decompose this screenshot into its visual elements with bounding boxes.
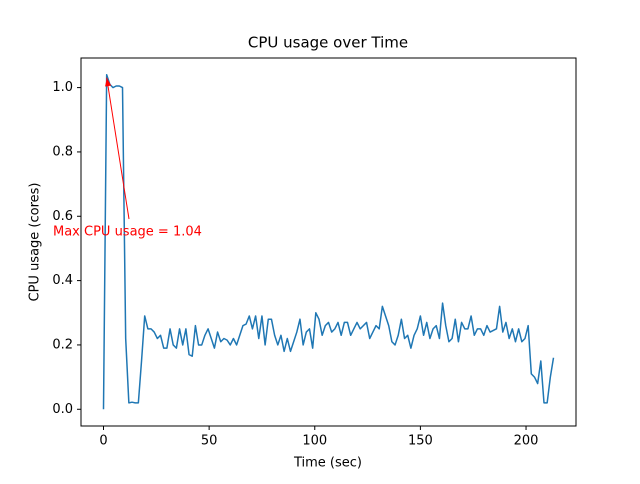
data-line [102,73,555,410]
x-tick-label: 200 [514,434,539,449]
annotation-text: Max CPU usage = 1.04 [53,225,202,240]
annotation-arrowhead [105,77,112,87]
x-tick-label: 150 [408,434,433,449]
x-axis-label: Time (sec) [293,456,362,471]
y-tick-label: 0.4 [52,273,73,288]
x-tick-label: 0 [99,434,107,449]
y-axis-label: CPU usage (cores) [28,183,43,302]
plot-frame [80,57,577,427]
y-tick-label: 0.0 [52,402,73,417]
x-tick-label: 100 [302,434,327,449]
chart-title: CPU usage over Time [248,34,408,52]
y-tick-label: 0.8 [52,144,73,159]
y-tick-label: 1.0 [52,80,73,95]
y-tick-label: 0.6 [52,209,73,224]
annotation-arrow [106,77,130,220]
x-tick-label: 50 [201,434,218,449]
y-tick-label: 0.2 [52,337,73,352]
